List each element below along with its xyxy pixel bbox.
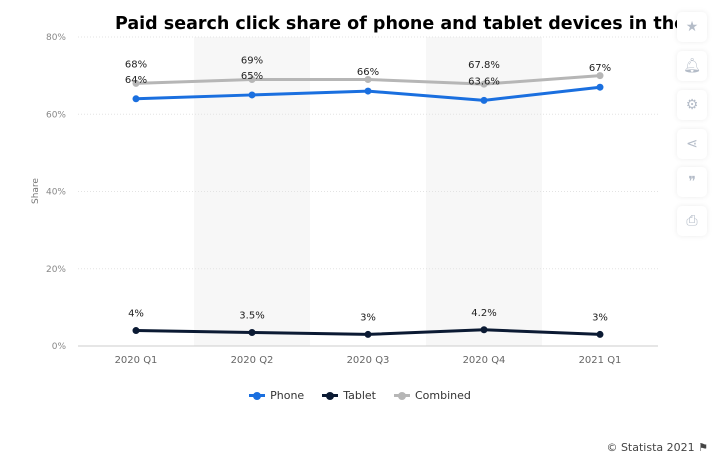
legend-item-phone[interactable]: Phone [249, 389, 304, 402]
legend-label: Tablet [343, 389, 376, 402]
y-tick-label: 20% [46, 265, 66, 275]
data-label-phone: 66% [357, 67, 379, 78]
legend-item-tablet[interactable]: Tablet [322, 389, 376, 402]
data-label-combined: 69% [241, 55, 263, 66]
data-point-phone [480, 96, 488, 104]
y-tick-label: 80% [46, 33, 66, 43]
data-label-tablet: 3% [592, 312, 608, 323]
data-point-tablet [248, 328, 256, 336]
data-point-phone [132, 95, 140, 103]
data-point-combined [364, 75, 372, 83]
x-tick-label: 2020 Q2 [231, 355, 274, 366]
data-label-combined: 68% [125, 59, 147, 70]
y-axis-label: Share [31, 178, 41, 204]
legend-label: Combined [414, 389, 471, 402]
legend: Phone Tablet Combined [0, 389, 720, 402]
data-point-phone [364, 87, 372, 95]
statista-credit[interactable]: © Statista 2021 ⚑ [606, 441, 708, 454]
data-point-tablet [364, 330, 372, 338]
y-tick-label: 0% [52, 342, 67, 352]
bell-icon[interactable]: 🔔︎ [677, 51, 707, 81]
x-tick-label: 2020 Q4 [463, 355, 506, 366]
share-icon[interactable]: ⋖ [677, 129, 707, 159]
legend-swatch [393, 391, 410, 400]
x-tick-label: 2020 Q1 [115, 355, 158, 366]
x-tick-label: 2021 Q1 [579, 355, 622, 366]
legend-item-combined[interactable]: Combined [393, 389, 471, 402]
data-point-combined [480, 80, 488, 88]
legend-swatch [249, 391, 266, 400]
data-point-tablet [596, 330, 604, 338]
credit-text: © Statista 2021 [606, 441, 695, 454]
legend-swatch [322, 391, 339, 400]
data-label-phone: 64% [125, 75, 147, 86]
y-tick-label: 40% [46, 188, 66, 198]
data-label-combined: 67.8% [468, 60, 500, 71]
data-point-combined [596, 72, 604, 80]
data-point-phone [596, 83, 604, 91]
legend-label: Phone [270, 389, 305, 402]
data-label-phone: 65% [241, 71, 263, 82]
data-point-phone [248, 91, 256, 99]
data-label-phone: 67% [589, 63, 611, 74]
data-point-tablet [132, 327, 140, 335]
quote-icon[interactable]: ❞ [677, 167, 707, 197]
data-label-tablet: 3% [360, 312, 376, 323]
chart-title: Paid search click share of phone and tab… [115, 14, 687, 34]
data-point-combined [132, 79, 140, 87]
data-label-tablet: 4% [128, 309, 144, 320]
y-tick-label: 60% [46, 110, 66, 120]
print-icon[interactable]: ⎙ [677, 206, 707, 236]
data-label-tablet: 3.5% [239, 310, 264, 321]
gear-icon[interactable]: ⚙ [677, 90, 707, 120]
data-label-phone: 63.6% [468, 76, 500, 87]
x-tick-label: 2020 Q3 [347, 355, 390, 366]
data-label-tablet: 4.2% [471, 308, 496, 319]
data-point-combined [248, 75, 256, 83]
star-icon[interactable]: ★ [677, 12, 707, 42]
data-point-tablet [480, 326, 488, 334]
